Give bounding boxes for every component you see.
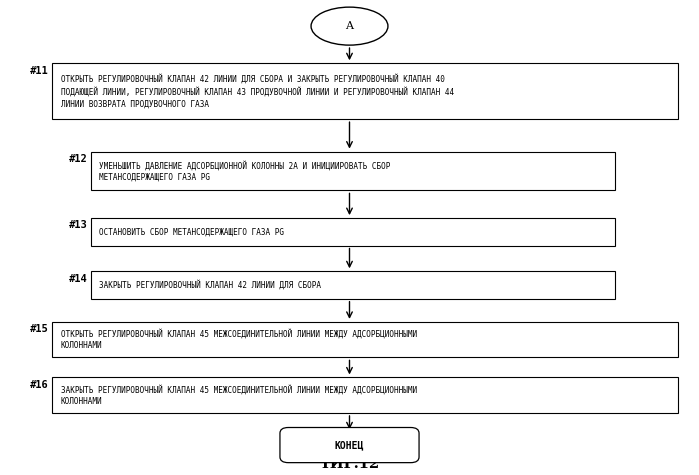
Text: #16: #16	[30, 380, 49, 390]
Text: A: A	[345, 21, 354, 31]
Text: ОТКРЫТЬ РЕГУЛИРОВОЧНЫЙ КЛАПАН 42 ЛИНИИ ДЛЯ СБОРА И ЗАКРЫТЬ РЕГУЛИРОВОЧНЫЙ КЛАПАН: ОТКРЫТЬ РЕГУЛИРОВОЧНЫЙ КЛАПАН 42 ЛИНИИ Д…	[61, 74, 454, 108]
FancyBboxPatch shape	[52, 377, 678, 413]
FancyBboxPatch shape	[91, 271, 615, 299]
Text: УМЕНЬШИТЬ ДАВЛЕНИЕ АДСОРБЦИОННОЙ КОЛОННЫ 2А И ИНИЦИИРОВАТЬ СБОР
МЕТАНСОДЕРЖАЩЕГО: УМЕНЬШИТЬ ДАВЛЕНИЕ АДСОРБЦИОННОЙ КОЛОННЫ…	[99, 161, 391, 181]
FancyBboxPatch shape	[52, 322, 678, 358]
FancyBboxPatch shape	[91, 218, 615, 246]
Text: #12: #12	[69, 154, 87, 164]
Text: ОСТАНОВИТЬ СБОР МЕТАНСОДЕРЖАЩЕГО ГАЗА PG: ОСТАНОВИТЬ СБОР МЕТАНСОДЕРЖАЩЕГО ГАЗА PG	[99, 228, 284, 236]
Text: #14: #14	[69, 274, 87, 284]
FancyBboxPatch shape	[280, 428, 419, 463]
FancyBboxPatch shape	[52, 63, 678, 119]
Text: #13: #13	[69, 220, 87, 230]
Text: ЗАКРЫТЬ РЕГУЛИРОВОЧНЫЙ КЛАПАН 45 МЕЖСОЕДИНИТЕЛЬНОЙ ЛИНИИ МЕЖДУ АДСОРБЦИОННЫМИ
КО: ЗАКРЫТЬ РЕГУЛИРОВОЧНЫЙ КЛАПАН 45 МЕЖСОЕД…	[61, 385, 417, 406]
Text: КОНЕЦ: КОНЕЦ	[335, 440, 364, 450]
Text: #15: #15	[30, 324, 49, 334]
FancyBboxPatch shape	[91, 152, 615, 190]
Text: ΤИГ.12: ΤИГ.12	[319, 457, 380, 471]
Text: #11: #11	[30, 66, 49, 76]
Text: ОТКРЫТЬ РЕГУЛИРОВОЧНЫЙ КЛАПАН 45 МЕЖСОЕДИНИТЕЛЬНОЙ ЛИНИИ МЕЖДУ АДСОРБЦИОННЫМИ
КО: ОТКРЫТЬ РЕГУЛИРОВОЧНЫЙ КЛАПАН 45 МЕЖСОЕД…	[61, 329, 417, 350]
Text: ЗАКРЫТЬ РЕГУЛИРОВОЧНЫЙ КЛАПАН 42 ЛИНИИ ДЛЯ СБОРА: ЗАКРЫТЬ РЕГУЛИРОВОЧНЫЙ КЛАПАН 42 ЛИНИИ Д…	[99, 280, 322, 290]
